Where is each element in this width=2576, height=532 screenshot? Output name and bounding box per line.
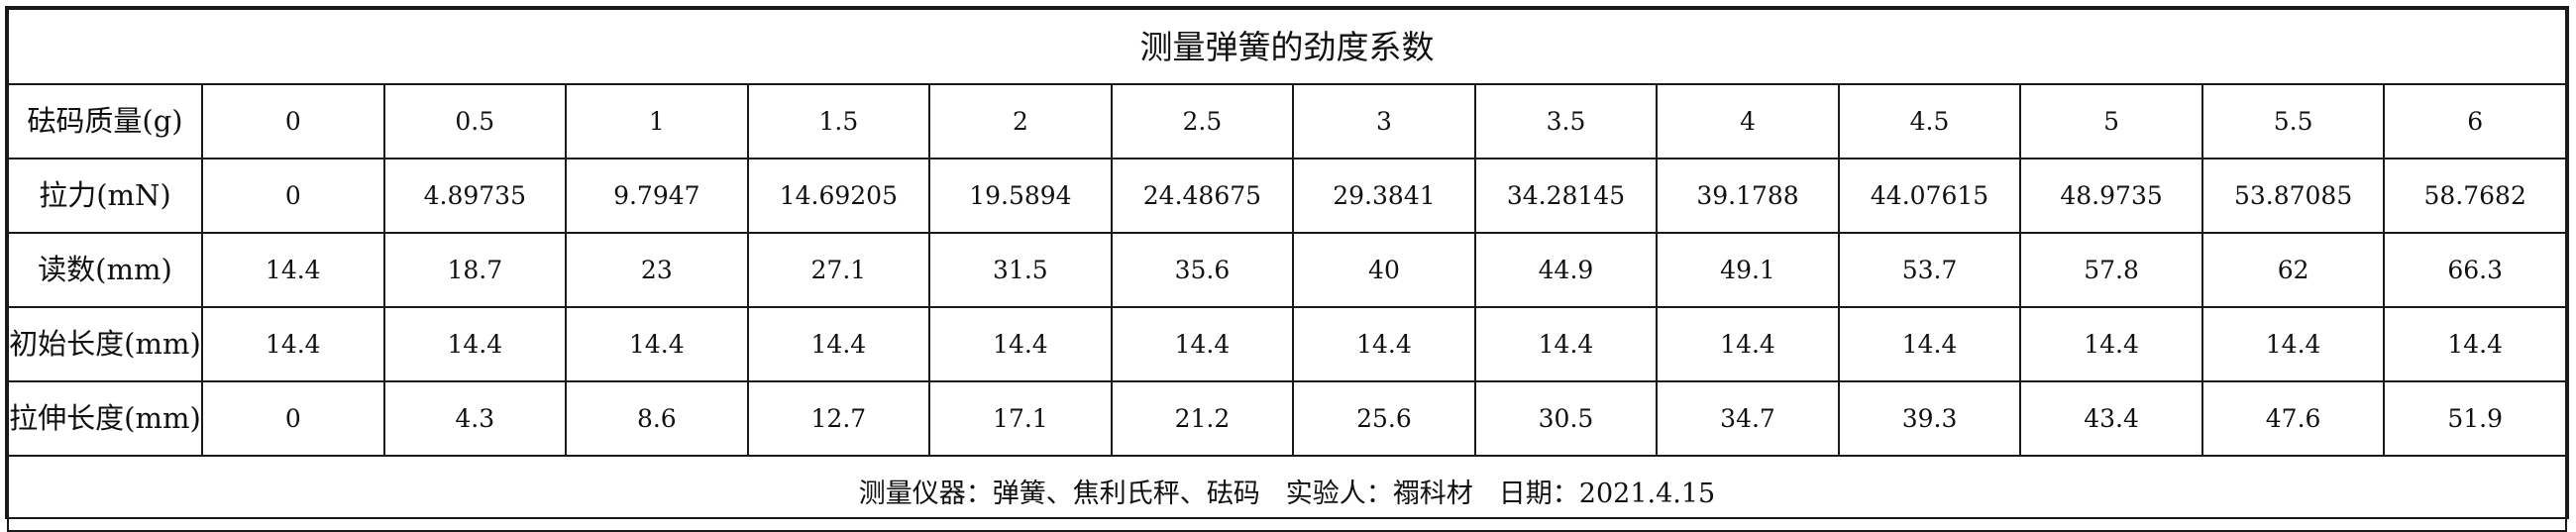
table-cell: 44.07615 <box>1837 158 2022 234</box>
table-cell: 48.9735 <box>2019 158 2203 234</box>
spring-stiffness-table: 测量弹簧的劲度系数 砝码质量(g) 0 0.5 1 1.5 2 2.5 3 3.5 4 4.5 5 5.… <box>7 8 2567 532</box>
table-cell: 4.89735 <box>382 158 568 234</box>
table-cell: 19.5894 <box>928 158 1113 234</box>
table-row: 砝码质量(g) 0 0.5 1 1.5 2 2.5 3 3.5 4 4.5 5 5.5 6 <box>7 83 2567 160</box>
table-cell: 3.5 <box>1473 83 1659 160</box>
row-label: 读数(mm) <box>7 232 203 308</box>
row-label: 拉力(mN) <box>7 158 203 234</box>
table-cell: 18.7 <box>382 232 568 308</box>
table-cell: 53.7 <box>1837 232 2022 308</box>
table-cell: 14.4 <box>1656 306 1840 382</box>
footer-instruments: 测量仪器：弹簧、焦利氏秤、砝码 <box>858 478 1260 509</box>
row-label: 拉伸长度(mm) <box>7 380 203 457</box>
table-cell: 29.3841 <box>1292 158 1476 234</box>
table-cell: 2 <box>928 83 1113 160</box>
table-cell: 58.7682 <box>2383 158 2567 234</box>
table-cell: 51.9 <box>2383 380 2567 457</box>
table-cell: 4.5 <box>1837 83 2022 160</box>
table-cell: 14.4 <box>2383 306 2567 382</box>
table-cell: 34.28145 <box>1473 158 1659 234</box>
table-cell: 0 <box>201 380 385 457</box>
table-cell: 49.1 <box>1656 232 1840 308</box>
table-cell: 24.48675 <box>1110 158 1295 234</box>
table-cell: 23 <box>565 232 749 308</box>
table-cell: 14.4 <box>201 306 385 382</box>
table-cell: 31.5 <box>928 232 1113 308</box>
table-cell: 14.4 <box>928 306 1113 382</box>
table-cell: 5 <box>2019 83 2203 160</box>
table-cell: 66.3 <box>2383 232 2567 308</box>
table-row: 读数(mm) 14.4 18.7 23 27.1 31.5 35.6 40 44.9 49.1 53… <box>7 232 2567 308</box>
table-cell: 53.87085 <box>2200 158 2386 234</box>
table-cell: 14.4 <box>1110 306 1295 382</box>
footer-experimenter: 实验人：禤科材 <box>1285 478 1473 509</box>
table-row: 初始长度(mm) 14.4 14.4 14.4 14.4 14.4 14.4 14.4 14.4… <box>7 306 2567 382</box>
table-cell: 21.2 <box>1110 380 1295 457</box>
table-cell: 39.1788 <box>1656 158 1840 234</box>
footer-date: 日期：2021.4.15 <box>1498 478 1716 509</box>
table-cell: 0 <box>201 158 385 234</box>
table-cell: 14.4 <box>1837 306 2022 382</box>
table-cell: 43.4 <box>2019 380 2203 457</box>
table-cell: 4.3 <box>382 380 568 457</box>
table-cell: 1.5 <box>746 83 931 160</box>
table-cell: 2.5 <box>1110 83 1295 160</box>
table-cell: 39.3 <box>1837 380 2022 457</box>
table-cell: 6 <box>2383 83 2567 160</box>
measurement-sheet: 测量弹簧的劲度系数 砝码质量(g) 0 0.5 1 1.5 2 2.5 3 3.5 4 4.5 5 5.… <box>5 6 2569 532</box>
table-cell: 14.4 <box>1473 306 1659 382</box>
table-cell: 14.4 <box>382 306 568 382</box>
table-cell: 27.1 <box>746 232 931 308</box>
row-label: 初始长度(mm) <box>7 306 203 382</box>
footer-info: 测量仪器：弹簧、焦利氏秤、砝码 实验人：禤科材 日期：2021.4.15 <box>7 455 2567 532</box>
table-cell: 12.7 <box>746 380 931 457</box>
table-cell: 34.7 <box>1656 380 1840 457</box>
table-cell: 47.6 <box>2200 380 2386 457</box>
table-row: 拉力(mN) 0 4.89735 9.7947 14.69205 19.5894 24.48… <box>7 158 2567 234</box>
table-cell: 0.5 <box>382 83 568 160</box>
table-cell: 0 <box>201 83 385 160</box>
table-cell: 14.69205 <box>746 158 931 234</box>
table-title: 测量弹簧的劲度系数 <box>7 8 2567 85</box>
table-cell: 14.4 <box>746 306 931 382</box>
table-cell: 9.7947 <box>565 158 749 234</box>
table-cell: 17.1 <box>928 380 1113 457</box>
table-cell: 8.6 <box>565 380 749 457</box>
table-cell: 30.5 <box>1473 380 1659 457</box>
table-cell: 62 <box>2200 232 2386 308</box>
table-row: 拉伸长度(mm) 0 4.3 8.6 12.7 17.1 21.2 25.6 30.5 34.7 3… <box>7 380 2567 457</box>
table-cell: 3 <box>1292 83 1476 160</box>
row-label: 砝码质量(g) <box>7 83 203 160</box>
table-cell: 44.9 <box>1473 232 1659 308</box>
table-cell: 4 <box>1656 83 1840 160</box>
table-cell: 14.4 <box>2200 306 2386 382</box>
table-cell: 14.4 <box>1292 306 1476 382</box>
table-cell: 57.8 <box>2019 232 2203 308</box>
table-cell: 1 <box>565 83 749 160</box>
table-cell: 35.6 <box>1110 232 1295 308</box>
table-cell: 5.5 <box>2200 83 2386 160</box>
table-cell: 14.4 <box>201 232 385 308</box>
table-cell: 14.4 <box>565 306 749 382</box>
table-cell: 14.4 <box>2019 306 2203 382</box>
table-cell: 25.6 <box>1292 380 1476 457</box>
table-cell: 40 <box>1292 232 1476 308</box>
